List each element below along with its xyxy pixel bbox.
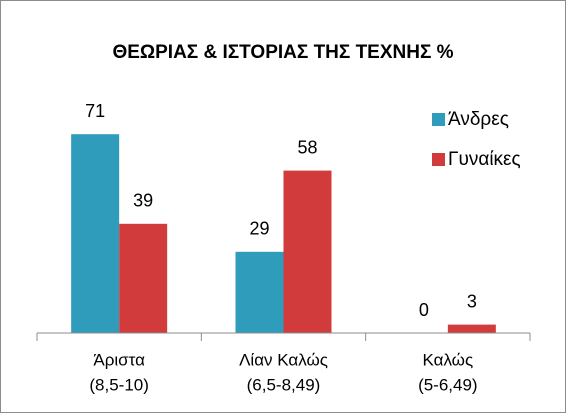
data-label: 3: [467, 291, 477, 311]
data-label: 39: [133, 191, 153, 211]
x-tick-label: Καλώς: [422, 350, 473, 369]
bar: [447, 324, 496, 333]
x-tick-label: (6,5-8,49): [247, 375, 321, 394]
x-tick-label: Λίαν Καλώς: [239, 350, 328, 369]
bar: [235, 251, 284, 333]
data-label: 71: [85, 101, 105, 121]
x-tick-label: Άριστα: [93, 350, 145, 369]
legend-swatch: [432, 153, 445, 166]
bar: [283, 170, 332, 333]
chart-title: ΘΕΩΡΙΑΣ & ΙΣΤΟΡΙΑΣ ΤΗΣ ΤΕΧΝΗΣ %: [112, 42, 453, 63]
x-tick-label: (8,5-10): [89, 375, 149, 394]
legend-label: Άνδρες: [448, 109, 509, 130]
data-label: 58: [297, 137, 317, 157]
data-label: 29: [249, 219, 269, 239]
data-label: 0: [419, 300, 429, 320]
bar: [71, 134, 120, 333]
legend-swatch: [432, 113, 445, 126]
x-tick-label: (5-6,49): [418, 375, 478, 394]
bar: [119, 223, 168, 333]
legend-label: Γυναίκες: [448, 149, 521, 170]
